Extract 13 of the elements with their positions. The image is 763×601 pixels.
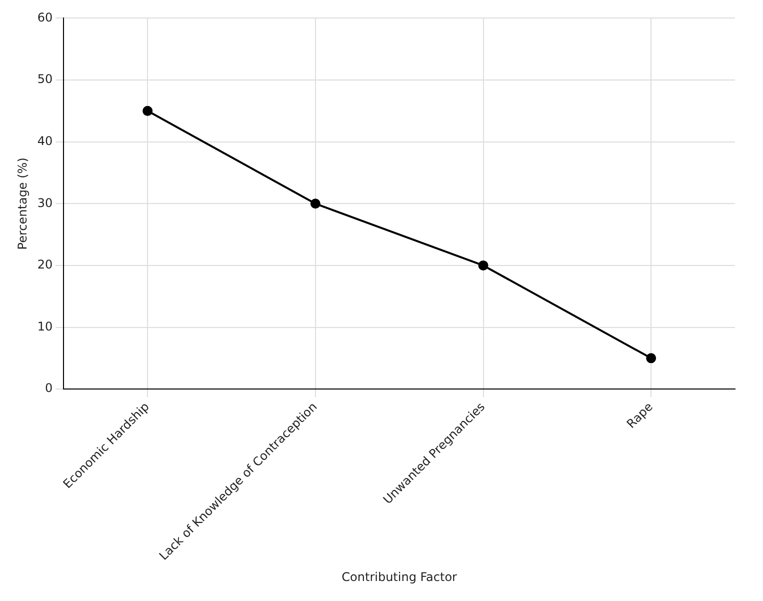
y-tick-label: 40 xyxy=(37,134,53,148)
x-axis-title: Contributing Factor xyxy=(342,570,458,584)
point xyxy=(646,353,656,364)
y-tick-label: 60 xyxy=(37,10,53,24)
y-axis-title: Percentage (%) xyxy=(15,158,30,250)
y-tick-label: 20 xyxy=(37,258,53,272)
y-tick-label: 50 xyxy=(37,72,53,86)
point xyxy=(310,198,320,209)
y-tick-label: 30 xyxy=(37,196,53,210)
point xyxy=(142,106,153,116)
y-tick-label: 0 xyxy=(45,381,53,396)
point xyxy=(478,260,488,270)
y-tick-label: 10 xyxy=(37,319,53,334)
